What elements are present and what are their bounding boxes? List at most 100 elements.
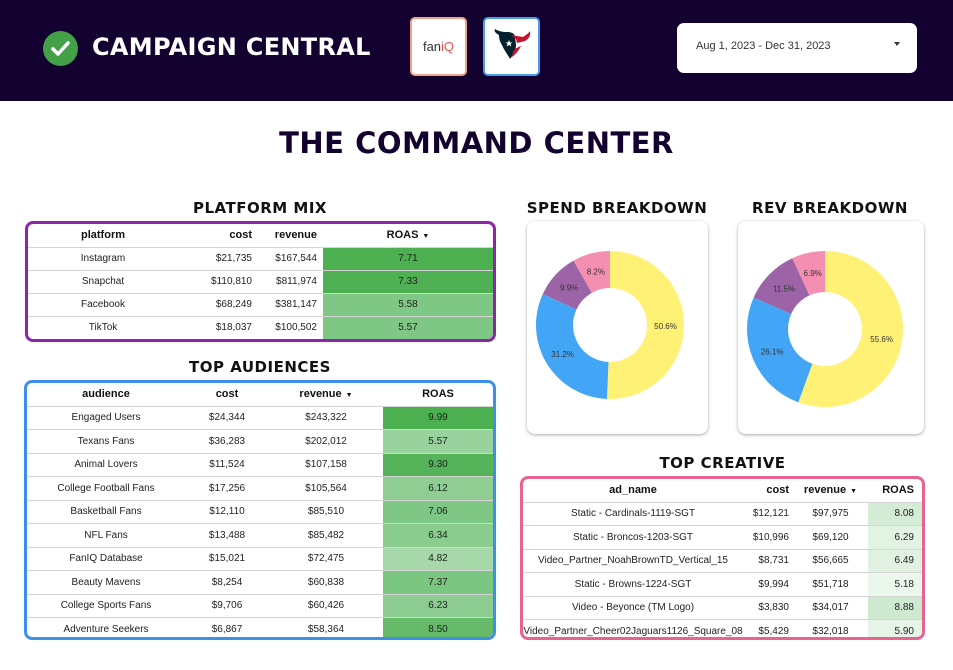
cell-platform: Facebook <box>28 292 178 316</box>
column-header-roas[interactable]: ROAS <box>422 388 454 401</box>
donut-slice-label: 6.9% <box>804 269 822 278</box>
faniq-logo[interactable]: faniQ <box>410 17 467 76</box>
column-header-revenue[interactable]: revenue ▼ <box>269 383 383 406</box>
table-row[interactable]: Facebook $68,249 $381,147 5.58 <box>28 292 493 316</box>
table-row[interactable]: Video_Partner_NoahBrownTD_Vertical_15 $8,… <box>523 548 922 573</box>
cell-revenue: $97,975 <box>793 501 868 526</box>
cell-roas: 7.06 <box>383 499 493 524</box>
app-title: CAMPAIGN CENTRAL <box>92 33 371 61</box>
cell-platform: TikTok <box>28 315 178 339</box>
cell-cost: $110,810 <box>178 269 258 293</box>
column-header-cost[interactable]: cost <box>215 388 239 401</box>
sort-desc-icon[interactable]: ▼ <box>850 488 858 496</box>
table-row[interactable]: College Football Fans $17,256 $105,564 6.12 <box>27 476 493 500</box>
table-row[interactable]: FanIQ Database $15,021 $72,475 4.82 <box>27 546 493 571</box>
cell-ad_name: Video_Partner_NoahBrownTD_Vertical_15 <box>523 548 743 573</box>
donut-slice-label: 50.6% <box>654 322 677 331</box>
cell-cost: $36,283 <box>185 429 269 453</box>
donut-slice-label: 55.6% <box>870 335 893 344</box>
cell-cost: $15,021 <box>185 546 269 571</box>
cell-cost: $17,256 <box>185 476 269 500</box>
table-row[interactable]: Animal Lovers $11,524 $107,158 9.30 <box>27 452 493 477</box>
cell-revenue: $105,564 <box>269 476 383 500</box>
column-header-roas[interactable]: ROAS ▼ <box>323 224 493 247</box>
donut-slice-label: 31.2% <box>551 350 574 359</box>
cell-cost: $24,344 <box>185 405 269 430</box>
cell-cost: $11,524 <box>185 452 269 477</box>
rev-breakdown-donut: 55.6% 26.1% 11.5% 6.9% <box>747 251 903 407</box>
column-header-revenue[interactable]: revenue <box>274 229 317 242</box>
spend-breakdown-title: SPEND BREAKDOWN <box>526 199 708 217</box>
table-row[interactable]: NFL Fans $13,488 $85,482 6.34 <box>27 523 493 547</box>
column-header-cost[interactable]: cost <box>766 484 789 497</box>
table-row[interactable]: Texans Fans $36,283 $202,012 5.57 <box>27 429 493 453</box>
donut-slice[interactable] <box>792 251 825 296</box>
date-range-value: Aug 1, 2023 - Dec 31, 2023 <box>696 40 831 52</box>
top-creative-table: ad_name cost revenue ▼ ROAS Static - Card… <box>520 476 925 640</box>
column-header-audience[interactable]: audience <box>82 388 130 401</box>
column-header-ad-name[interactable]: ad_name <box>609 484 657 497</box>
table-row[interactable]: Static - Cardinals-1119-SGT $12,121 $97,97… <box>523 501 922 526</box>
cell-ad_name: Static - Cardinals-1119-SGT <box>523 501 743 526</box>
cell-ad_name: Video_Partner_Cheer02Jaguars1126_Square_… <box>523 619 743 637</box>
table-row[interactable]: Adventure Seekers $6,867 $58,364 8.50 <box>27 617 493 637</box>
cell-roas: 5.57 <box>383 429 493 453</box>
table-row[interactable]: Video_Partner_Cheer02Jaguars1126_Square_… <box>523 619 922 637</box>
column-header-roas[interactable]: ROAS <box>882 484 914 497</box>
column-header-cost[interactable]: cost <box>229 229 252 242</box>
column-header-platform[interactable]: platform <box>81 229 125 242</box>
dropdown-caret-icon <box>894 42 900 46</box>
cell-revenue: $85,482 <box>269 523 383 547</box>
texans-bull-icon <box>494 29 531 59</box>
cell-revenue: $202,012 <box>269 429 383 453</box>
cell-platform: Instagram <box>28 246 178 270</box>
cell-revenue: $56,665 <box>793 548 868 573</box>
cell-audience: Beauty Mavens <box>27 570 185 594</box>
table-row[interactable]: Basketball Fans $12,110 $85,510 7.06 <box>27 499 493 524</box>
cell-revenue: $85,510 <box>269 499 383 524</box>
cell-audience: College Football Fans <box>27 476 185 500</box>
cell-audience: NFL Fans <box>27 523 185 547</box>
table-row[interactable]: Static - Broncos-1203-SGT $10,996 $69,120 6… <box>523 525 922 549</box>
cell-roas: 6.29 <box>868 525 922 549</box>
spend-breakdown-card: 50.6% 31.2% 9.9% 8.2% <box>527 221 708 434</box>
donut-slice[interactable] <box>542 260 592 310</box>
rev-breakdown-title: REV BREAKDOWN <box>752 199 908 217</box>
donut-slice[interactable] <box>606 251 684 399</box>
donut-slice[interactable] <box>536 293 609 399</box>
table-row[interactable]: Snapchat $110,810 $811,974 7.33 <box>28 269 493 293</box>
sort-desc-icon[interactable]: ▼ <box>422 233 430 241</box>
cell-revenue: $167,544 <box>258 246 323 270</box>
donut-slice[interactable] <box>753 258 810 315</box>
header-bar: CAMPAIGN CENTRAL faniQ Aug 1, 2023 - Dec… <box>0 0 953 101</box>
column-header-revenue[interactable]: revenue ▼ <box>793 479 868 502</box>
cell-roas: 5.18 <box>868 572 922 596</box>
sort-desc-icon[interactable]: ▼ <box>345 392 353 400</box>
cell-cost: $68,249 <box>178 292 258 316</box>
table-row[interactable]: Video - Beyonce (TM Logo) $3,830 $34,017 8.… <box>523 595 922 620</box>
table-row[interactable]: Instagram $21,735 $167,544 7.71 <box>28 246 493 270</box>
date-range-picker[interactable]: Aug 1, 2023 - Dec 31, 2023 <box>677 23 917 73</box>
platform-mix-table: platform cost revenue ROAS ▼ Instagram $21… <box>25 221 496 342</box>
donut-slice[interactable] <box>798 251 903 407</box>
cell-revenue: $69,120 <box>793 525 868 549</box>
donut-slice-label: 11.5% <box>773 285 795 294</box>
donut-slice[interactable] <box>573 251 610 293</box>
texans-logo[interactable] <box>483 17 540 76</box>
cell-roas: 5.58 <box>323 292 493 316</box>
cell-roas: 7.33 <box>323 269 493 293</box>
table-row[interactable]: Beauty Mavens $8,254 $60,838 7.37 <box>27 570 493 594</box>
cell-cost: $9,706 <box>185 593 269 618</box>
cell-revenue: $107,158 <box>269 452 383 477</box>
table-row[interactable]: College Sports Fans $9,706 $60,426 6.23 <box>27 593 493 618</box>
table-row[interactable]: Static - Browns-1224-SGT $9,994 $51,718 5.1… <box>523 572 922 596</box>
cell-revenue: $32,018 <box>793 619 868 637</box>
donut-slice[interactable] <box>747 297 813 403</box>
table-row[interactable]: Engaged Users $24,344 $243,322 9.99 <box>27 405 493 430</box>
table-row[interactable]: TikTok $18,037 $100,502 5.57 <box>28 315 493 339</box>
cell-audience: FanIQ Database <box>27 546 185 571</box>
donut-slice-label: 8.2% <box>587 267 605 276</box>
page-title: THE COMMAND CENTER <box>279 126 674 160</box>
cell-revenue: $381,147 <box>258 292 323 316</box>
check-circle-icon <box>43 31 78 66</box>
